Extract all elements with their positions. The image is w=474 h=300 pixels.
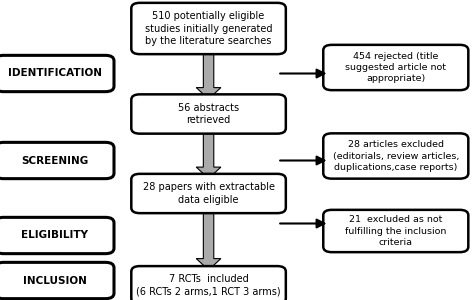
FancyArrow shape xyxy=(196,50,221,99)
FancyBboxPatch shape xyxy=(131,174,286,213)
Text: INCLUSION: INCLUSION xyxy=(23,275,86,286)
FancyArrow shape xyxy=(196,208,221,270)
FancyBboxPatch shape xyxy=(0,262,114,299)
FancyBboxPatch shape xyxy=(323,133,468,178)
FancyBboxPatch shape xyxy=(0,142,114,178)
Text: 21  excluded as not
fulfilling the inclusion
criteria: 21 excluded as not fulfilling the inclus… xyxy=(345,215,447,247)
FancyBboxPatch shape xyxy=(0,217,114,254)
Text: SCREENING: SCREENING xyxy=(21,155,88,166)
FancyBboxPatch shape xyxy=(131,94,286,134)
Text: IDENTIFICATION: IDENTIFICATION xyxy=(8,68,101,79)
Text: 56 abstracts
retrieved: 56 abstracts retrieved xyxy=(178,103,239,125)
Text: 7 RCTs  included
(6 RCTs 2 arms,1 RCT 3 arms): 7 RCTs included (6 RCTs 2 arms,1 RCT 3 a… xyxy=(136,274,281,296)
FancyArrow shape xyxy=(196,129,221,178)
FancyBboxPatch shape xyxy=(323,45,468,90)
FancyBboxPatch shape xyxy=(131,266,286,300)
Text: 28 papers with extractable
data eligible: 28 papers with extractable data eligible xyxy=(143,182,274,205)
FancyBboxPatch shape xyxy=(323,210,468,252)
Text: 454 rejected (title
suggested article not
appropriate): 454 rejected (title suggested article no… xyxy=(345,52,447,83)
Text: 510 potentially eligible
studies initially generated
by the literature searches: 510 potentially eligible studies initial… xyxy=(145,11,272,46)
Text: ELIGIBILITY: ELIGIBILITY xyxy=(21,230,88,241)
FancyBboxPatch shape xyxy=(131,3,286,54)
FancyBboxPatch shape xyxy=(0,55,114,92)
Text: 28 articles excluded
(editorials, review articles,
duplications,case reports): 28 articles excluded (editorials, review… xyxy=(333,140,459,172)
